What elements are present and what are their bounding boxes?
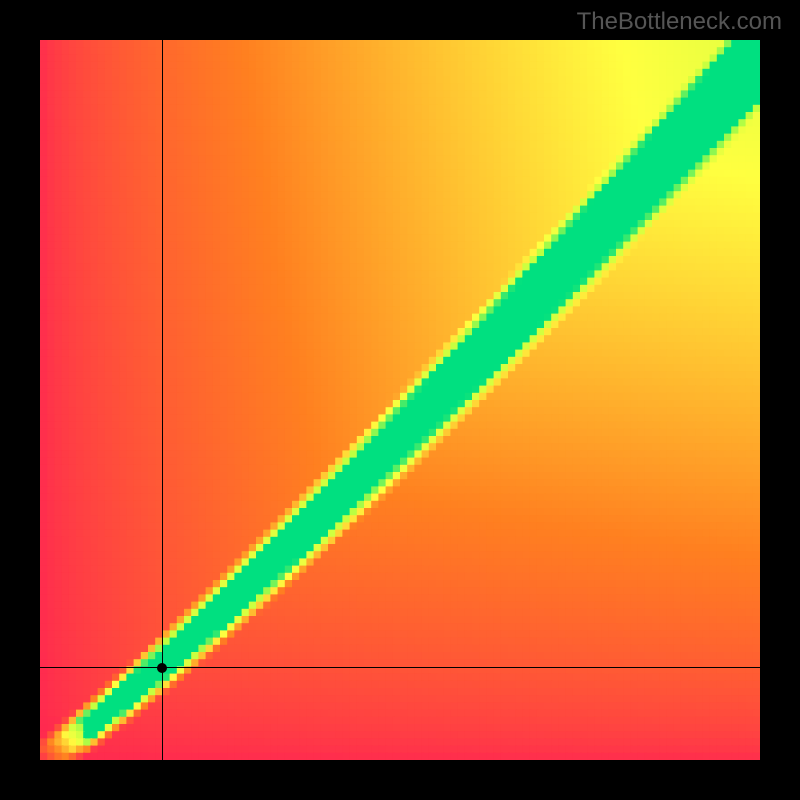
chart-container: TheBottleneck.com bbox=[0, 0, 800, 800]
heatmap-canvas bbox=[40, 40, 760, 760]
watermark-text: TheBottleneck.com bbox=[577, 8, 782, 36]
plot-area bbox=[40, 40, 760, 760]
crosshair-horizontal bbox=[40, 667, 760, 668]
crosshair-vertical bbox=[162, 40, 163, 760]
